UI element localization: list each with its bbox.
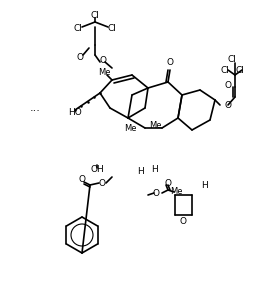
Text: Cl: Cl [235, 65, 244, 75]
Text: Cl: Cl [107, 23, 116, 33]
Text: Me: Me [149, 120, 161, 130]
Text: O: O [180, 218, 186, 226]
Text: O: O [78, 176, 86, 184]
Text: Cl: Cl [228, 54, 236, 64]
Text: H: H [202, 181, 208, 189]
Text: Cl: Cl [220, 65, 229, 75]
Text: Cl: Cl [74, 23, 83, 33]
Text: O: O [76, 52, 84, 62]
Text: O: O [100, 56, 106, 65]
Text: Me: Me [124, 123, 136, 133]
Text: Me: Me [98, 67, 110, 76]
Text: O: O [165, 178, 171, 187]
Text: O: O [225, 81, 231, 89]
Text: Cl: Cl [91, 10, 99, 20]
Text: O: O [99, 178, 105, 187]
Text: OH: OH [90, 165, 104, 175]
Text: O: O [152, 189, 160, 197]
Text: O: O [225, 101, 232, 110]
Text: O: O [167, 57, 173, 67]
Text: Me: Me [170, 187, 183, 197]
Text: H: H [152, 165, 158, 175]
Text: H: H [137, 168, 143, 176]
Text: HO: HO [68, 107, 82, 117]
Text: ...: ... [29, 103, 40, 113]
